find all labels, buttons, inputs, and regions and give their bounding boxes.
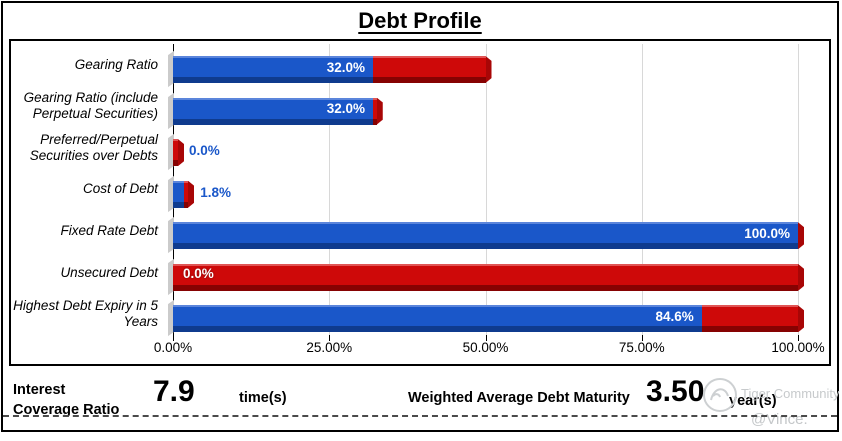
blue-bar: 84.6% [173,305,702,333]
data-label: 32.0% [326,59,365,75]
gridline-75 [641,44,643,335]
data-label: 0.0% [189,143,220,159]
blue-bar: 32.0% [173,56,373,83]
x-axis-tick-label: 100.00% [771,340,825,355]
interest-coverage-ratio-label: Interest Coverage Ratio [13,381,119,420]
data-label: 32.0% [326,101,365,117]
interest-coverage-ratio-value: 7.9 [153,375,195,408]
interest-coverage-ratio-label-line: Coverage Ratio [13,401,120,418]
bar-row: 0.0% [168,252,798,295]
axis-tick-100 [798,335,799,341]
axis-tick-50 [485,335,487,341]
outer-frame: Debt Profile Gearing Ratio Gearing Ratio … [1,1,839,432]
page-title: Debt Profile [3,8,837,34]
bar-row: 32.0% [168,86,798,129]
red-bar [173,139,178,167]
x-axis-tick-label: 0.00% [153,340,193,355]
category-axis: Gearing Ratio Gearing Ratio (include Perp… [11,44,165,335]
plot-area: 32.0% 32.0% 0.0% 1.8% 100.0% 0.0% 84.6% [168,44,799,341]
gridline-100 [798,44,799,335]
x-axis-tick-label: 25.00% [306,340,353,355]
blue-bar: 100.0% [173,222,798,250]
category-label: Gearing Ratio [74,56,158,72]
weighted-avg-debt-maturity-unit: year(s) [729,393,777,409]
page-break-line [3,415,837,417]
x-axis-tick-label: 75.00% [618,340,665,355]
weighted-avg-debt-maturity-value: 3.50 [646,375,705,408]
bar-row: 100.0% [168,210,798,254]
data-label: 84.6% [655,308,694,324]
category-label: Fixed Rate Debt [60,223,158,238]
category-label: Gearing Ratio (include Perpetual Securit… [23,90,158,122]
bar-row: 32.0% [168,44,798,88]
bar-row: 0.0% [168,127,798,171]
red-bar [173,263,798,291]
gridline-25 [329,44,331,335]
category-label: Cost of Debt [82,181,158,197]
bar-row: 1.8% [168,169,798,212]
category-label: Preferred/Perpetual Securities over Debt… [29,131,158,163]
chart-box: Gearing Ratio Gearing Ratio (include Perp… [9,39,831,366]
tiger-logo-icon [703,378,737,412]
watermark-community: Tiger Community [741,386,840,401]
blue-bar [173,180,185,208]
category-label: Unsecured Debt [60,264,158,280]
data-label: 0.0% [183,265,214,281]
bar-row: 84.6% [168,293,798,337]
interest-coverage-ratio-label-line: Interest [13,382,66,398]
interest-coverage-ratio-unit: time(s) [239,390,287,406]
category-label: Highest Debt Expiry in 5 Years [13,298,158,330]
data-label: 1.8% [200,184,232,200]
axis-tick-75 [641,335,643,341]
blue-bar: 32.0% [173,97,373,125]
axis-tick-25 [329,335,331,341]
gridline-50 [485,44,487,335]
data-label: 100.0% [744,225,790,241]
page-title-text: Debt Profile [358,8,482,33]
watermark-handle: @Vince. [751,411,808,428]
weighted-avg-debt-maturity-label: Weighted Average Debt Maturity [408,390,630,406]
x-axis-tick-label: 50.00% [462,340,509,355]
